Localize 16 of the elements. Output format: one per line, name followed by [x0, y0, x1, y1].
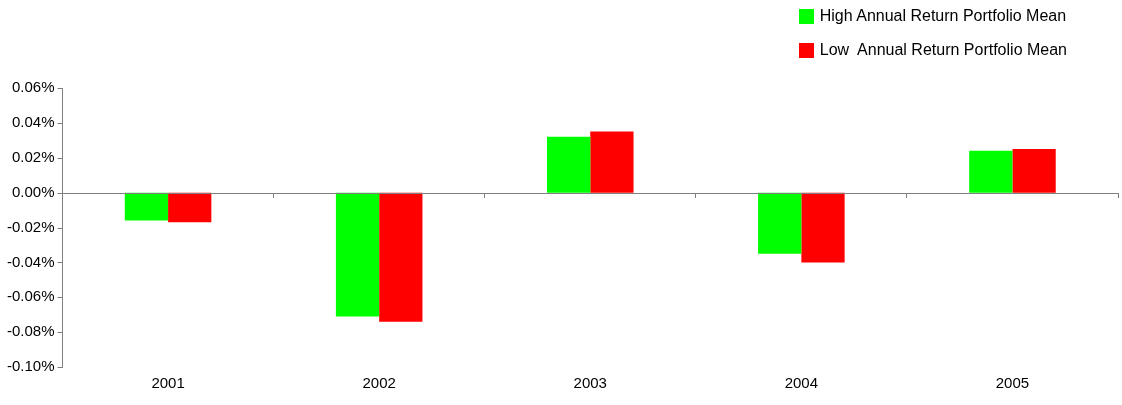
y-tick-label: 0.02% [11, 147, 55, 165]
x-tick-label: 2002 [362, 374, 396, 392]
x-tick-label: 2004 [784, 374, 819, 392]
x-tick-label: 2003 [573, 374, 607, 392]
legend-label: Low Annual Return Portfolio Mean [819, 41, 1067, 59]
y-tick-label: 0.04% [11, 113, 55, 131]
y-tick-label: -0.10% [7, 357, 55, 375]
y-tick-label: 0.06% [11, 78, 55, 96]
legend-label: High Annual Return Portfolio Mean [819, 7, 1067, 25]
x-tick-label: 2005 [995, 374, 1030, 392]
y-tick-label: -0.04% [7, 252, 55, 270]
y-tick-label: -0.02% [7, 217, 55, 235]
y-tick-label: 0.00% [11, 182, 55, 200]
y-tick-label: -0.08% [7, 322, 55, 340]
x-tick-label: 2001 [151, 374, 185, 392]
y-tick-label: -0.06% [7, 287, 55, 305]
